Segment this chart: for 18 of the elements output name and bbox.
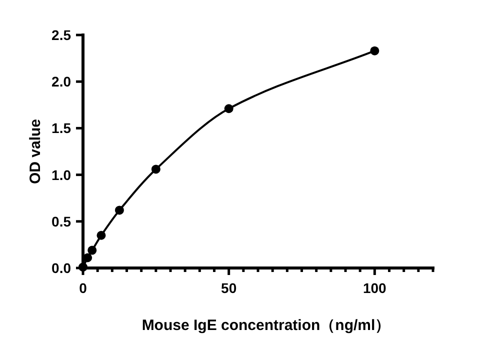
x-tick-label: 50 [221, 280, 237, 296]
point [78, 262, 88, 272]
point [114, 206, 124, 215]
y-tick-label: 0.5 [52, 213, 72, 230]
point [151, 164, 160, 174]
point [96, 230, 106, 240]
y-axis-title: OD value [27, 118, 44, 184]
y-tick-label: 1.0 [52, 166, 72, 183]
point [88, 246, 97, 255]
y-tick-label: 2.5 [52, 27, 72, 43]
point [370, 46, 380, 56]
y-tick-label: 0.0 [52, 260, 72, 276]
y-tick-label: 2.0 [52, 74, 72, 90]
x-tick-label: 0 [79, 280, 88, 296]
point [224, 104, 234, 114]
x-tick-label: 100 [362, 280, 387, 296]
x-axis-title: Mouse IgE concentration（ng/ml） [142, 317, 390, 334]
y-tick-label: 1.5 [52, 120, 72, 136]
